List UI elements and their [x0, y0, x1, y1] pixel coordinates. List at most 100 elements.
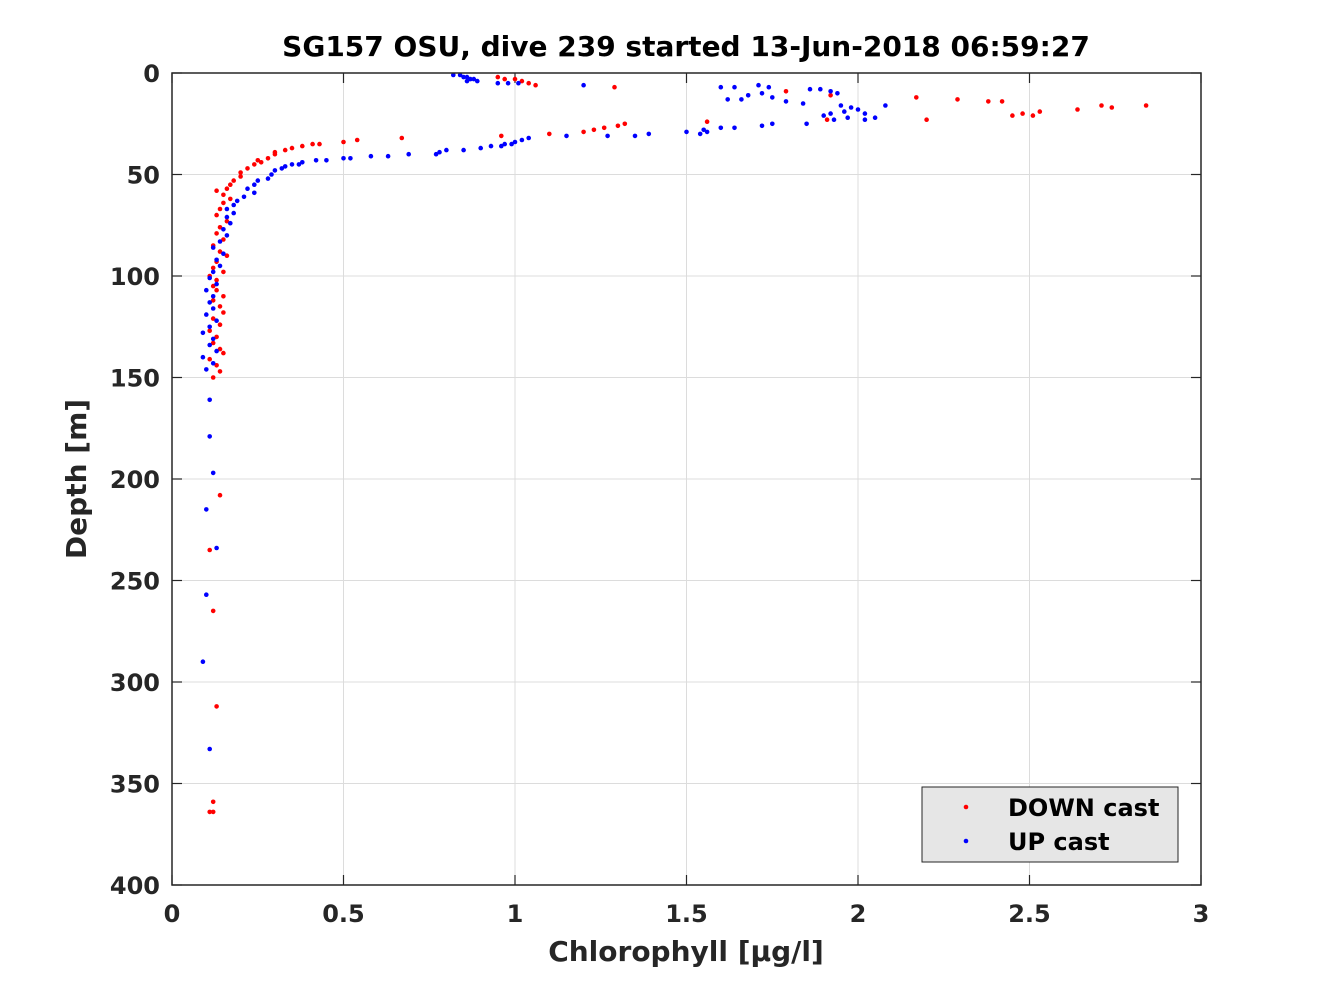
up-cast-point — [478, 145, 484, 151]
down-cast-point — [238, 174, 243, 179]
up-cast-point — [457, 72, 463, 78]
up-cast-point — [783, 99, 789, 104]
legend-marker-up — [963, 838, 969, 844]
down-cast-point — [207, 547, 212, 553]
down-cast-point — [255, 158, 261, 163]
up-cast-point — [519, 137, 525, 143]
up-cast-point — [224, 233, 230, 238]
down-cast-point — [310, 141, 315, 147]
up-cast-point — [210, 470, 216, 476]
up-cast-point — [756, 82, 761, 88]
up-cast-point — [725, 97, 730, 102]
up-cast-point — [252, 190, 257, 196]
up-cast-point — [838, 103, 844, 108]
legend-label-up: UP cast — [1008, 828, 1110, 856]
series-up-cast — [200, 72, 888, 752]
up-cast-point — [210, 306, 216, 311]
down-cast-point — [955, 97, 960, 102]
x-tick-label: 1 — [507, 900, 524, 928]
up-cast-point — [341, 156, 346, 161]
down-cast-point — [783, 89, 789, 94]
down-cast-point — [210, 316, 216, 321]
down-cast-point — [258, 160, 264, 165]
down-cast-point — [221, 192, 226, 198]
down-cast-point — [502, 76, 508, 82]
down-cast-point — [221, 237, 226, 242]
down-cast-point — [924, 117, 929, 122]
down-cast-point — [495, 74, 501, 80]
down-cast-point — [1099, 103, 1104, 108]
up-cast-point — [831, 117, 837, 122]
down-cast-point — [581, 129, 586, 135]
up-cast-point — [704, 129, 710, 135]
up-cast-point — [200, 354, 206, 360]
up-cast-point — [214, 545, 219, 551]
down-cast-point — [1143, 103, 1149, 108]
down-cast-point — [221, 269, 226, 275]
down-cast-point — [228, 182, 233, 187]
up-cast-point — [499, 143, 504, 149]
y-tick-label: 50 — [127, 162, 160, 190]
down-cast-point — [210, 298, 216, 303]
up-cast-point — [437, 149, 442, 155]
down-cast-point — [217, 346, 223, 352]
up-cast-point — [200, 659, 206, 664]
y-tick-label: 150 — [110, 365, 160, 393]
up-cast-point — [207, 434, 212, 439]
up-cast-point — [759, 123, 765, 129]
up-cast-point — [221, 227, 226, 232]
down-cast-point — [228, 196, 233, 202]
down-cast-point — [1109, 105, 1115, 110]
up-cast-point — [385, 153, 391, 159]
up-cast-point — [684, 129, 689, 135]
down-cast-point — [214, 704, 219, 709]
up-cast-point — [406, 151, 412, 157]
up-cast-point — [862, 111, 868, 116]
up-cast-point — [475, 78, 480, 84]
up-cast-point — [368, 153, 374, 159]
up-cast-point — [300, 160, 305, 165]
down-cast-point — [214, 277, 219, 283]
up-cast-point — [324, 158, 329, 163]
down-cast-point — [231, 178, 236, 183]
x-tick-label: 0.5 — [322, 900, 365, 928]
down-cast-point — [245, 166, 250, 171]
up-cast-point — [770, 121, 775, 127]
up-cast-point — [471, 76, 477, 82]
up-cast-point — [842, 109, 847, 114]
up-cast-point — [234, 198, 240, 204]
y-tick-label: 300 — [110, 669, 160, 697]
up-cast-point — [210, 269, 216, 275]
down-cast-point — [224, 186, 230, 191]
down-cast-point — [217, 369, 223, 374]
down-cast-point — [824, 117, 830, 122]
up-cast-point — [581, 82, 586, 88]
down-cast-point — [214, 188, 219, 193]
up-cast-point — [821, 113, 826, 118]
up-cast-point — [210, 294, 216, 299]
down-cast-point — [914, 95, 919, 100]
up-cast-point — [207, 324, 212, 330]
up-cast-point — [228, 220, 233, 226]
up-cast-point — [835, 91, 840, 96]
down-cast-point — [217, 225, 223, 230]
up-cast-point — [265, 176, 271, 181]
series-down-cast — [207, 74, 1149, 815]
up-cast-point — [766, 84, 772, 90]
up-cast-point — [204, 367, 209, 372]
chart-title: SG157 OSU, dive 239 started 13-Jun-2018 … — [282, 30, 1090, 63]
down-cast-point — [399, 135, 405, 141]
down-cast-point — [214, 231, 219, 236]
up-cast-point — [495, 80, 501, 86]
down-cast-point — [533, 82, 538, 88]
up-cast-point — [224, 214, 230, 220]
down-cast-point — [512, 76, 518, 82]
up-cast-point — [348, 156, 353, 161]
down-cast-point — [252, 162, 257, 167]
up-cast-point — [488, 143, 494, 149]
x-tick-label: 2.5 — [1008, 900, 1051, 928]
y-tick-labels: 0 50 100 150 200 250 300 350 400 — [110, 60, 160, 900]
up-cast-point — [200, 330, 206, 336]
up-cast-point — [444, 147, 449, 153]
